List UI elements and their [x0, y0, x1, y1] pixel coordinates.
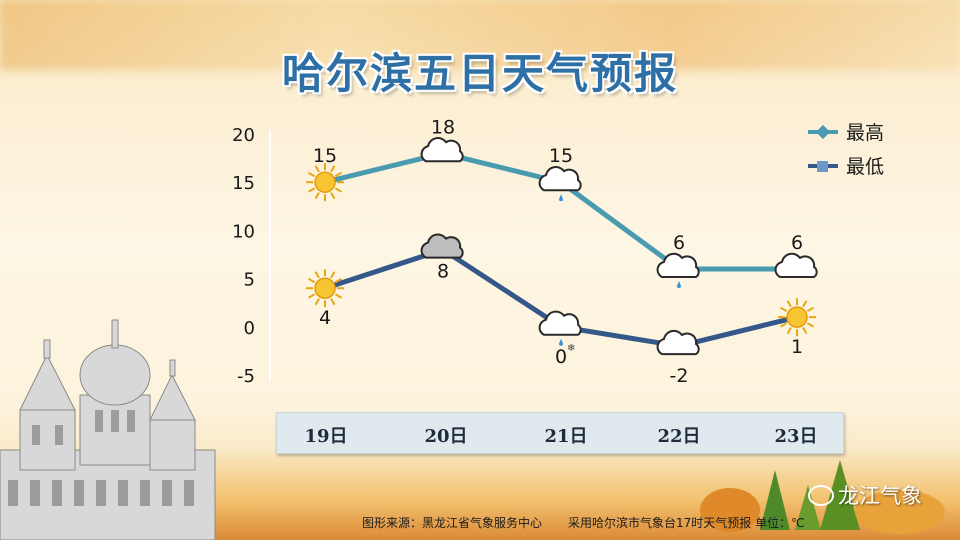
sun-ray — [308, 277, 316, 284]
y-tick-label: -5 — [237, 366, 255, 387]
x-tick-label: 22日 — [657, 426, 701, 447]
data-label: 15 — [313, 145, 337, 167]
brand-label: 龙江气象 — [838, 484, 922, 508]
legend-label: 最高 — [846, 122, 884, 144]
data-label: 18 — [431, 116, 455, 138]
cloudy-icon — [420, 137, 464, 163]
sun-ray — [802, 327, 808, 335]
background-top-band — [0, 0, 960, 70]
sun-ray — [314, 192, 320, 200]
data-label: 6 — [673, 232, 685, 254]
data-label: 0 — [555, 346, 567, 368]
y-tick-label: 20 — [232, 125, 255, 146]
wechat-icon — [808, 484, 834, 506]
data-label: 4 — [319, 307, 331, 329]
y-tick-label: 0 — [244, 318, 255, 339]
data-label: 6 — [791, 232, 803, 254]
x-tick-label: 20日 — [424, 426, 468, 447]
data-label: -2 — [670, 365, 689, 387]
footer-source: 图形来源：黑龙江省气象服务中心 — [362, 516, 543, 530]
y-tick-label: 10 — [232, 221, 255, 242]
sun-ray — [334, 277, 342, 284]
sun-ray — [786, 327, 792, 335]
sun-ray — [308, 293, 316, 299]
sun-ray — [330, 298, 336, 306]
square-marker — [817, 161, 828, 172]
overcast-icon — [420, 233, 464, 259]
sun-ray — [786, 300, 792, 308]
rain-drop — [559, 194, 563, 202]
date-axis-bar: 19日 20日 21日 22日 23日 — [276, 412, 844, 454]
cloud-shape — [656, 252, 700, 278]
x-tick-label: 23日 — [774, 426, 818, 447]
sun-disk — [786, 306, 808, 328]
sun-ray — [334, 171, 342, 178]
y-tick-label: 15 — [232, 173, 255, 194]
sun-disk — [314, 171, 336, 193]
sun-ray — [780, 322, 788, 328]
legend-item: 最高 — [808, 122, 884, 144]
diamond-marker — [815, 124, 831, 140]
cloudy-icon — [656, 329, 700, 356]
rain-drop — [559, 338, 563, 346]
sun-ray — [308, 171, 316, 178]
cloud-shape — [420, 137, 464, 163]
sunny-icon — [306, 269, 344, 308]
autumn-trees — [700, 460, 945, 534]
light-rain-icon — [538, 166, 582, 202]
sunny-icon — [778, 298, 816, 337]
cloud-shape — [538, 310, 582, 336]
rain-drop — [677, 280, 681, 288]
sun-ray — [314, 298, 320, 306]
x-tick-label: 19日 — [304, 426, 348, 447]
cloud-shape — [420, 233, 464, 259]
sun-ray — [330, 192, 336, 200]
sun-ray — [314, 165, 320, 173]
cloud-shape — [538, 166, 582, 192]
footer-unit-note: 采用哈尔滨市气象台17时天气预报 单位：℃ — [568, 516, 805, 530]
data-label: 8 — [437, 261, 449, 283]
cloud-shape — [656, 329, 700, 356]
sun-ray — [334, 187, 342, 193]
legend-label: 最低 — [846, 156, 884, 178]
sun-ray — [330, 165, 336, 173]
sun-ray — [806, 306, 814, 313]
snowflake: ❄ — [567, 343, 575, 354]
cloudy-icon — [774, 252, 818, 278]
sun-ray — [330, 271, 336, 279]
brand-watermark: 龙江气象 — [808, 480, 922, 510]
x-tick-label: 21日 — [544, 426, 588, 447]
cloud-shape — [774, 252, 818, 278]
sun-disk — [314, 277, 336, 299]
sun-ray — [334, 293, 342, 299]
data-label: 15 — [549, 145, 573, 167]
page-title: 哈尔滨五日天气预报 — [281, 49, 678, 98]
sleet-icon: ❄ — [538, 310, 582, 354]
footer-note: 图形来源：黑龙江省气象服务中心 采用哈尔滨市气象台17时天气预报 单位：℃ — [362, 514, 805, 531]
sun-ray — [780, 306, 788, 313]
data-label: 1 — [791, 336, 803, 358]
cathedral-illustration — [0, 319, 216, 540]
y-tick-label: 5 — [244, 270, 255, 291]
light-rain-icon — [656, 252, 700, 288]
legend-item: 最低 — [808, 156, 884, 178]
sun-ray — [308, 187, 316, 193]
sun-ray — [314, 271, 320, 279]
sunny-icon — [306, 163, 344, 202]
sun-ray — [806, 322, 814, 328]
sun-ray — [802, 300, 808, 308]
